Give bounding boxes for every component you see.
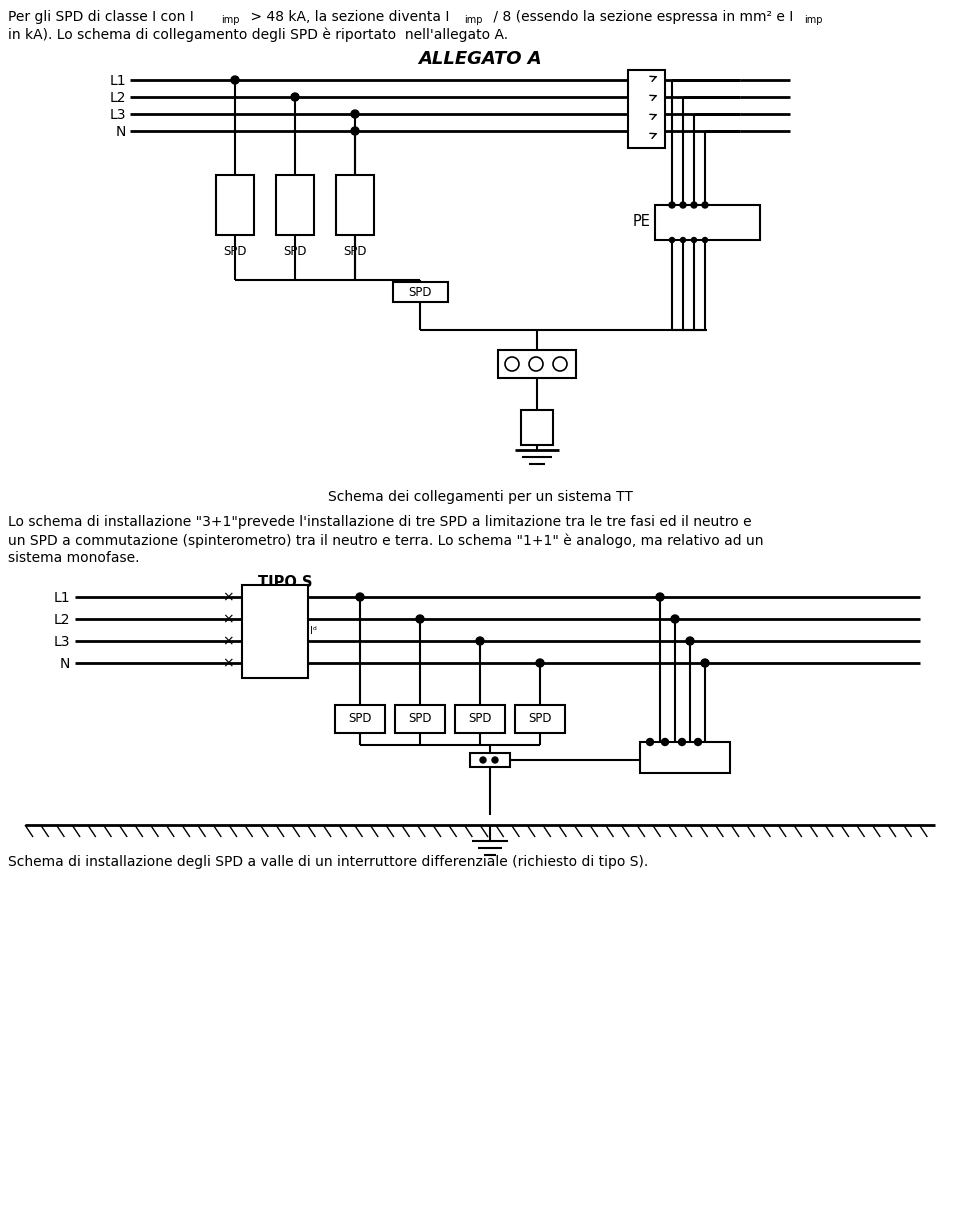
Text: L2: L2 bbox=[54, 613, 70, 627]
Circle shape bbox=[356, 593, 364, 601]
Bar bbox=[395, 705, 445, 733]
Circle shape bbox=[703, 237, 708, 242]
Bar bbox=[335, 705, 385, 733]
Bar bbox=[640, 742, 730, 773]
Circle shape bbox=[681, 237, 685, 242]
Text: SPD: SPD bbox=[344, 245, 367, 258]
Text: L3: L3 bbox=[109, 108, 126, 122]
Bar bbox=[276, 176, 314, 235]
Circle shape bbox=[669, 202, 675, 208]
Text: N: N bbox=[60, 658, 70, 671]
Text: SPD: SPD bbox=[348, 712, 372, 725]
Text: SPD: SPD bbox=[468, 712, 492, 725]
Bar bbox=[470, 753, 510, 767]
Text: Lo schema di installazione "3+1"prevede l'installazione di tre SPD a limitazione: Lo schema di installazione "3+1"prevede … bbox=[8, 515, 752, 529]
Circle shape bbox=[679, 739, 685, 746]
Circle shape bbox=[669, 237, 675, 242]
Bar bbox=[655, 205, 760, 240]
Text: sistema monofase.: sistema monofase. bbox=[8, 551, 139, 566]
Text: SPD: SPD bbox=[408, 712, 432, 725]
Circle shape bbox=[416, 615, 424, 622]
Circle shape bbox=[661, 739, 668, 746]
Text: SPD: SPD bbox=[283, 245, 307, 258]
Circle shape bbox=[553, 357, 567, 371]
Bar bbox=[455, 705, 505, 733]
Bar bbox=[521, 411, 553, 444]
Text: in kA). Lo schema di collegamento degli SPD è riportato  nell'allegato A.: in kA). Lo schema di collegamento degli … bbox=[8, 28, 508, 42]
Circle shape bbox=[231, 76, 239, 84]
Bar bbox=[628, 70, 665, 148]
Text: Per gli SPD di classe I con I: Per gli SPD di classe I con I bbox=[8, 10, 194, 24]
Circle shape bbox=[656, 593, 664, 601]
Text: L1: L1 bbox=[54, 591, 70, 606]
Circle shape bbox=[702, 202, 708, 208]
Text: un SPD a commutazione (spinterometro) tra il neutro e terra. Lo schema "1+1" è a: un SPD a commutazione (spinterometro) tr… bbox=[8, 533, 763, 547]
Circle shape bbox=[646, 739, 654, 746]
Text: L2: L2 bbox=[109, 91, 126, 105]
Circle shape bbox=[351, 110, 359, 117]
Circle shape bbox=[701, 659, 709, 667]
Text: ×: × bbox=[222, 656, 234, 670]
Circle shape bbox=[686, 637, 694, 645]
Text: Schema di installazione degli SPD a valle di un interruttore differenziale (rich: Schema di installazione degli SPD a vall… bbox=[8, 855, 648, 869]
Circle shape bbox=[505, 357, 519, 371]
Text: Schema dei collegamenti per un sistema TT: Schema dei collegamenti per un sistema T… bbox=[327, 490, 633, 504]
Text: ×: × bbox=[222, 590, 234, 604]
Text: L3: L3 bbox=[54, 635, 70, 649]
Circle shape bbox=[694, 739, 702, 746]
Bar bbox=[498, 350, 576, 378]
Text: PE: PE bbox=[632, 214, 650, 230]
Text: / 8 (essendo la sezione espressa in mm² e I: / 8 (essendo la sezione espressa in mm² … bbox=[489, 10, 793, 24]
Circle shape bbox=[680, 202, 686, 208]
Circle shape bbox=[492, 757, 498, 763]
Text: SPD: SPD bbox=[528, 712, 552, 725]
Bar bbox=[393, 282, 448, 302]
Bar bbox=[242, 585, 308, 678]
Text: SPD: SPD bbox=[408, 286, 432, 298]
Circle shape bbox=[691, 202, 697, 208]
Text: > 48 kA, la sezione diventa I: > 48 kA, la sezione diventa I bbox=[246, 10, 449, 24]
Text: SPD: SPD bbox=[224, 245, 247, 258]
Text: N: N bbox=[115, 125, 126, 139]
Circle shape bbox=[536, 659, 544, 667]
Circle shape bbox=[476, 637, 484, 645]
Circle shape bbox=[351, 127, 359, 134]
Text: imp: imp bbox=[804, 15, 823, 25]
Bar bbox=[515, 705, 565, 733]
Circle shape bbox=[529, 357, 543, 371]
Text: L1: L1 bbox=[109, 74, 126, 88]
Bar bbox=[336, 176, 374, 235]
Text: ×: × bbox=[222, 612, 234, 626]
Text: Iᵈ: Iᵈ bbox=[310, 626, 317, 636]
Text: imp: imp bbox=[464, 15, 483, 25]
Circle shape bbox=[691, 237, 697, 242]
Text: imp: imp bbox=[221, 15, 239, 25]
Circle shape bbox=[480, 757, 486, 763]
Text: TIPO S: TIPO S bbox=[257, 575, 312, 590]
Text: ALLEGATO A: ALLEGATO A bbox=[419, 50, 541, 68]
Circle shape bbox=[671, 615, 679, 622]
Bar bbox=[216, 176, 254, 235]
Circle shape bbox=[291, 93, 299, 101]
Text: ×: × bbox=[222, 635, 234, 648]
